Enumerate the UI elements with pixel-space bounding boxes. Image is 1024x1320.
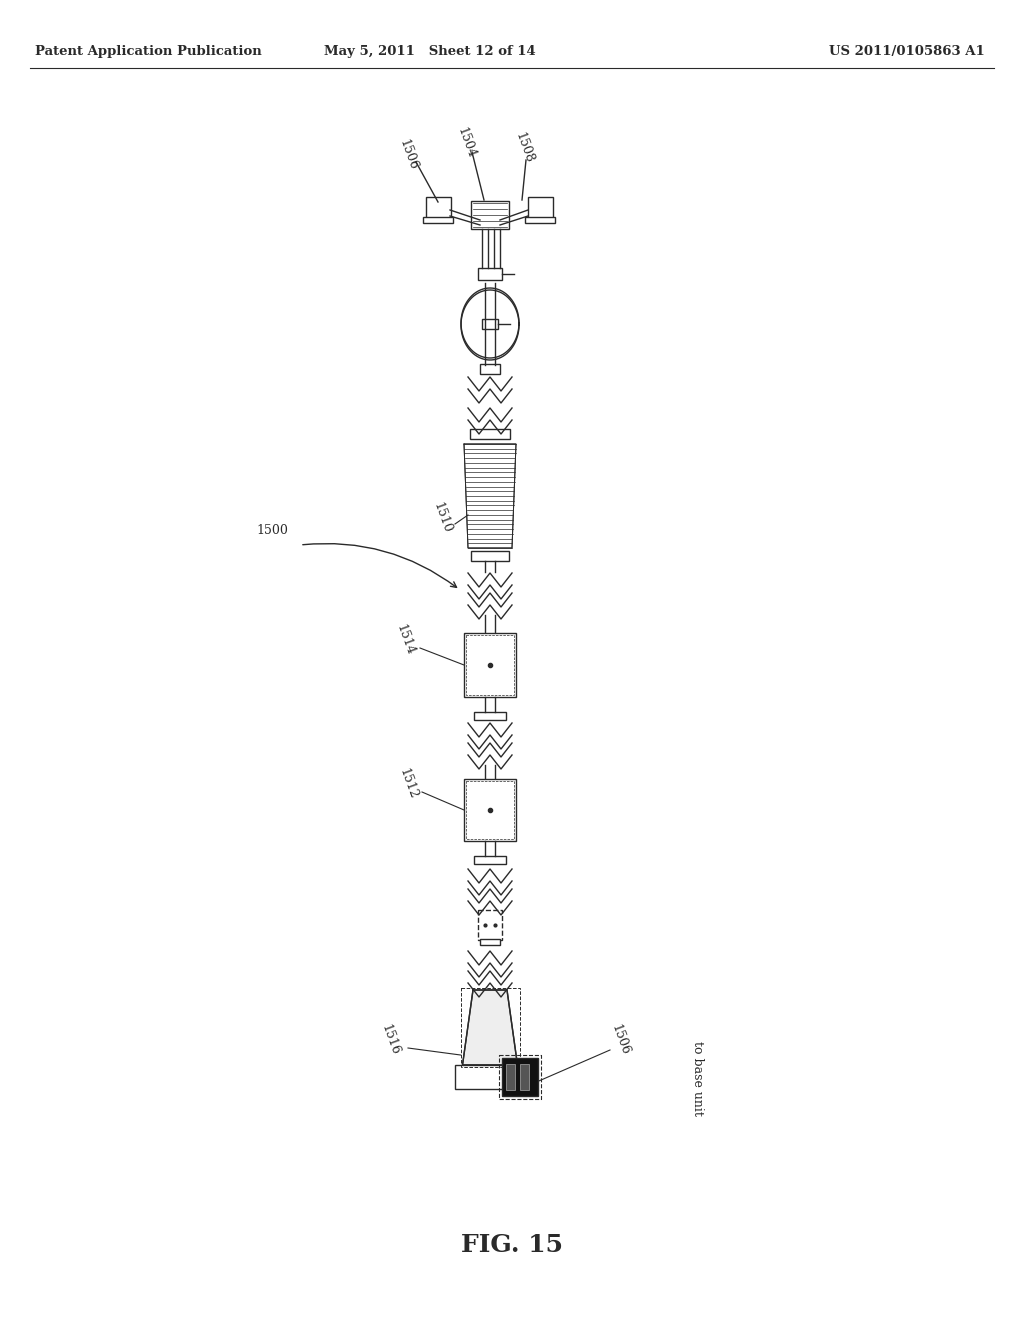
Text: 1516: 1516 <box>379 1023 401 1057</box>
Bar <box>499 1055 541 1100</box>
Bar <box>482 319 498 329</box>
Text: 1506: 1506 <box>396 137 420 172</box>
Bar <box>519 1064 528 1090</box>
Bar <box>480 939 500 945</box>
Bar <box>470 429 510 440</box>
Text: 1508: 1508 <box>512 131 536 165</box>
Bar <box>464 634 516 697</box>
Text: 1506: 1506 <box>608 1023 632 1057</box>
Bar <box>478 268 502 280</box>
Bar <box>525 216 555 223</box>
Polygon shape <box>464 444 516 548</box>
Bar <box>423 216 453 223</box>
Bar <box>471 550 509 561</box>
Bar <box>474 711 506 719</box>
Bar <box>466 781 514 840</box>
Bar <box>478 909 502 940</box>
Text: 1504: 1504 <box>455 125 477 160</box>
Text: 1500: 1500 <box>256 524 288 536</box>
Bar <box>527 197 553 219</box>
Text: to base unit: to base unit <box>691 1040 705 1115</box>
Text: 1510: 1510 <box>430 500 454 535</box>
Bar <box>502 1059 538 1096</box>
Bar <box>466 635 514 696</box>
Text: May 5, 2011   Sheet 12 of 14: May 5, 2011 Sheet 12 of 14 <box>325 45 536 58</box>
Polygon shape <box>463 990 517 1065</box>
Bar <box>461 987 519 1067</box>
Text: US 2011/0105863 A1: US 2011/0105863 A1 <box>829 45 985 58</box>
Bar <box>480 364 500 374</box>
Bar <box>455 1065 517 1089</box>
Text: FIG. 15: FIG. 15 <box>461 1233 563 1257</box>
Text: 1512: 1512 <box>396 767 420 801</box>
Bar <box>471 201 509 228</box>
Bar <box>464 779 516 841</box>
Bar <box>506 1064 514 1090</box>
Bar <box>474 855 506 865</box>
Text: 1514: 1514 <box>393 623 417 657</box>
Bar <box>426 197 451 219</box>
Text: Patent Application Publication: Patent Application Publication <box>35 45 262 58</box>
